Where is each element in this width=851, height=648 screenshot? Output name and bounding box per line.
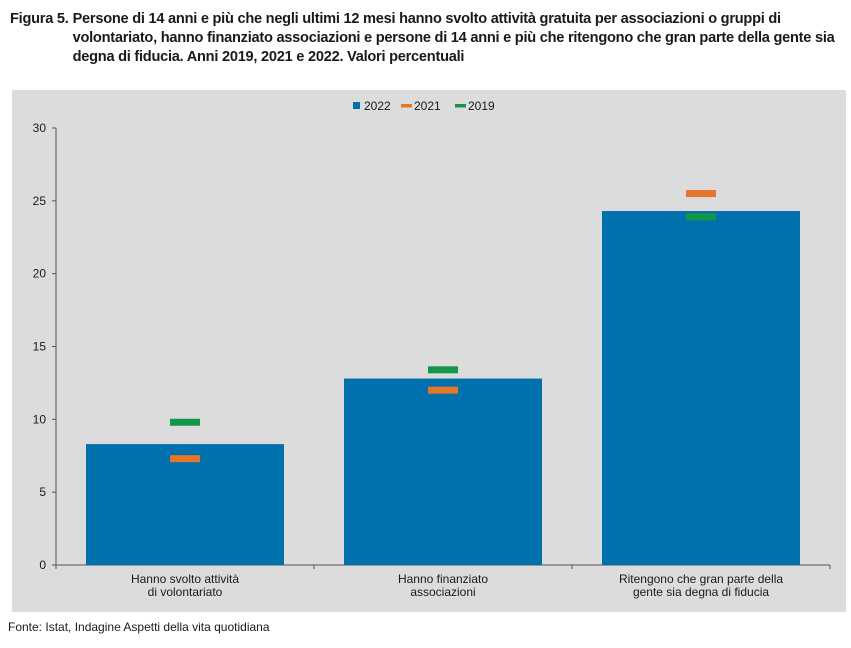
figure-caption: Persone di 14 anni e più che negli ultim… <box>72 11 835 65</box>
x-tick-label: Ritengono che gran parte della <box>619 572 783 586</box>
marker-2019 <box>686 213 716 221</box>
y-tick-label: 0 <box>39 558 46 572</box>
bar-2022 <box>344 378 542 565</box>
chart-panel: 0 5 10 15 20 25 30 Hanno svolto attività di volo… <box>12 90 846 612</box>
legend-label-2021: 2021 <box>414 99 441 113</box>
figure-title: Figura 5. Persone di 14 anni e più che n… <box>10 10 846 67</box>
bar-2022 <box>86 444 284 565</box>
y-tick-label: 30 <box>33 121 47 135</box>
marker-2021 <box>686 190 716 198</box>
y-tick-label: 20 <box>33 267 47 281</box>
legend-swatch-2021 <box>401 104 412 108</box>
marker-2019 <box>170 418 200 426</box>
marker-2019 <box>428 366 458 374</box>
marker-2021 <box>170 455 200 463</box>
x-tick-label: Hanno finanziato <box>398 572 488 586</box>
figure-label: Figura 5. <box>10 11 69 27</box>
y-tick-label: 5 <box>39 485 46 499</box>
legend-swatch-2022 <box>353 102 360 109</box>
x-tick-label: di volontariato <box>148 585 223 599</box>
x-tick-label: Hanno svolto attività <box>131 572 239 586</box>
marker-2021 <box>428 386 458 394</box>
legend-label-2019: 2019 <box>468 99 495 113</box>
y-tick-label: 10 <box>33 412 47 426</box>
y-tick-label: 25 <box>33 194 47 208</box>
x-tick-label: gente sia degna di fiducia <box>633 585 769 599</box>
legend-label-2022: 2022 <box>364 99 391 113</box>
bar-2022 <box>602 211 800 565</box>
legend-swatch-2019 <box>455 104 466 108</box>
source-note: Fonte: Istat, Indagine Aspetti della vit… <box>8 620 270 634</box>
x-tick-label: associazioni <box>410 585 475 599</box>
y-tick-label: 15 <box>33 340 47 354</box>
